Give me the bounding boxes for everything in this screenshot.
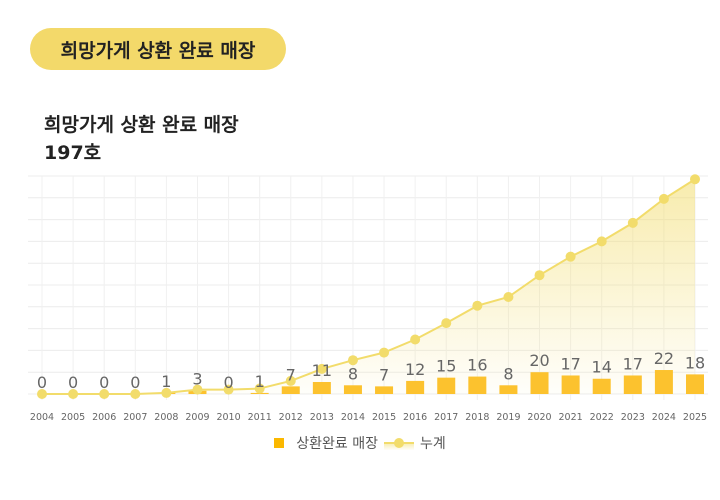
bar-label-2009: 3 bbox=[192, 370, 202, 389]
bar-label-2016: 12 bbox=[405, 360, 425, 379]
cumulative-point-2023 bbox=[627, 217, 638, 228]
bar-label-2018: 16 bbox=[467, 356, 487, 375]
bar-2024 bbox=[654, 370, 673, 394]
cumulative-area bbox=[42, 179, 695, 394]
legend-line-swatch bbox=[383, 438, 414, 450]
cumulative-point-2018 bbox=[472, 300, 483, 311]
x-tick-label: 2012 bbox=[279, 412, 303, 423]
cumulative-point-2022 bbox=[596, 236, 607, 247]
bar-label-2019: 8 bbox=[503, 364, 513, 383]
cumulative-point-2024 bbox=[658, 193, 669, 204]
x-tick-label: 2024 bbox=[652, 412, 676, 423]
x-tick-label: 2019 bbox=[496, 412, 520, 423]
x-tick-label: 2017 bbox=[434, 412, 458, 423]
cumulative-point-2019 bbox=[503, 291, 514, 302]
bar-2023 bbox=[623, 375, 642, 394]
cumulative-point-2016 bbox=[410, 334, 421, 345]
bar-2017 bbox=[437, 377, 456, 394]
cumulative-point-2010 bbox=[223, 384, 234, 395]
bar-label-2021: 17 bbox=[560, 354, 580, 373]
chart-heading: 희망가게 상환 완료 매장 197호 bbox=[44, 111, 239, 167]
bar-2018 bbox=[468, 376, 487, 394]
cumulative-point-2012 bbox=[285, 375, 296, 386]
legend-bar-swatch bbox=[274, 438, 285, 448]
bar-2014 bbox=[343, 385, 362, 394]
legend-bar-label[interactable]: 상환완료 매장 bbox=[296, 436, 378, 452]
bar-label-2011: 1 bbox=[255, 372, 265, 391]
bar-label-2020: 20 bbox=[529, 351, 549, 370]
cumulative-point-2015 bbox=[379, 347, 390, 358]
cumulative-point-2009 bbox=[192, 384, 203, 395]
bar-label-2017: 15 bbox=[436, 357, 456, 376]
bar-label-2008: 1 bbox=[161, 372, 171, 391]
x-tick-label: 2018 bbox=[465, 412, 489, 423]
bar-label-2023: 17 bbox=[623, 354, 643, 373]
x-tick-label: 2010 bbox=[216, 412, 240, 423]
bar-2019 bbox=[499, 385, 518, 394]
cumulative-point-2008 bbox=[161, 387, 172, 398]
bar-label-2013: 11 bbox=[312, 361, 332, 380]
total-count: 197호 bbox=[44, 142, 102, 164]
x-tick-label: 2006 bbox=[92, 412, 116, 423]
bar-2022 bbox=[592, 378, 611, 394]
bar-label-2004: 0 bbox=[37, 373, 47, 392]
bar-label-2014: 8 bbox=[348, 364, 358, 383]
x-tick-label: 2009 bbox=[185, 412, 209, 423]
x-tick-label: 2021 bbox=[559, 412, 583, 423]
x-tick-label: 2005 bbox=[61, 412, 85, 423]
x-tick-label: 2011 bbox=[248, 412, 272, 423]
bar-label-2015: 7 bbox=[379, 365, 389, 384]
cumulative-point-2020 bbox=[534, 270, 545, 281]
x-tick-label: 2007 bbox=[123, 412, 147, 423]
x-tick-label: 2023 bbox=[621, 412, 645, 423]
bar-2021 bbox=[561, 375, 580, 394]
bar-2012 bbox=[281, 386, 300, 394]
bar-label-2012: 7 bbox=[286, 365, 296, 384]
bar-label-2022: 14 bbox=[592, 358, 612, 377]
chart-title: 희망가게 상환 완료 매장 bbox=[44, 114, 239, 136]
cumulative-line bbox=[42, 178, 696, 395]
bar-label-2007: 0 bbox=[130, 373, 140, 392]
legend-line-label[interactable]: 누계 bbox=[419, 436, 446, 452]
cumulative-point-2006 bbox=[99, 389, 110, 399]
cumulative-point-2017 bbox=[441, 318, 452, 329]
bar-label-2025: 18 bbox=[685, 353, 705, 372]
bar-label-2005: 0 bbox=[68, 373, 78, 392]
bar-label-2024: 22 bbox=[654, 349, 674, 368]
bar-2013 bbox=[312, 382, 331, 394]
bar-label-2010: 0 bbox=[223, 373, 233, 392]
cumulative-point-2013 bbox=[316, 363, 327, 374]
bar-2015 bbox=[375, 386, 394, 394]
x-tick-label: 2015 bbox=[372, 412, 396, 423]
cumulative-point-2025 bbox=[690, 174, 700, 185]
bar-label-2006: 0 bbox=[99, 373, 109, 392]
bar-2025 bbox=[686, 374, 704, 394]
x-tick-label: 2008 bbox=[154, 412, 178, 423]
cumulative-point-2007 bbox=[130, 389, 141, 399]
bar-2020 bbox=[530, 372, 549, 394]
bar-2016 bbox=[406, 380, 425, 394]
cumulative-point-2014 bbox=[347, 355, 358, 366]
cumulative-point-2021 bbox=[565, 251, 576, 262]
x-tick-label: 2004 bbox=[30, 412, 54, 423]
x-tick-label: 2020 bbox=[527, 412, 551, 423]
cumulative-point-2011 bbox=[254, 383, 265, 394]
cumulative-point-2005 bbox=[68, 389, 79, 399]
x-tick-label: 2016 bbox=[403, 412, 427, 423]
x-tick-label: 2013 bbox=[310, 412, 334, 423]
title-pill: 희망가게 상환 완료 매장 bbox=[30, 28, 286, 70]
x-tick-label: 2022 bbox=[590, 412, 614, 423]
legend: 상환완료 매장 누계 bbox=[0, 433, 720, 453]
cumulative-point-2004 bbox=[37, 389, 47, 399]
x-tick-label: 2025 bbox=[683, 412, 707, 423]
x-tick-label: 2014 bbox=[341, 412, 365, 423]
